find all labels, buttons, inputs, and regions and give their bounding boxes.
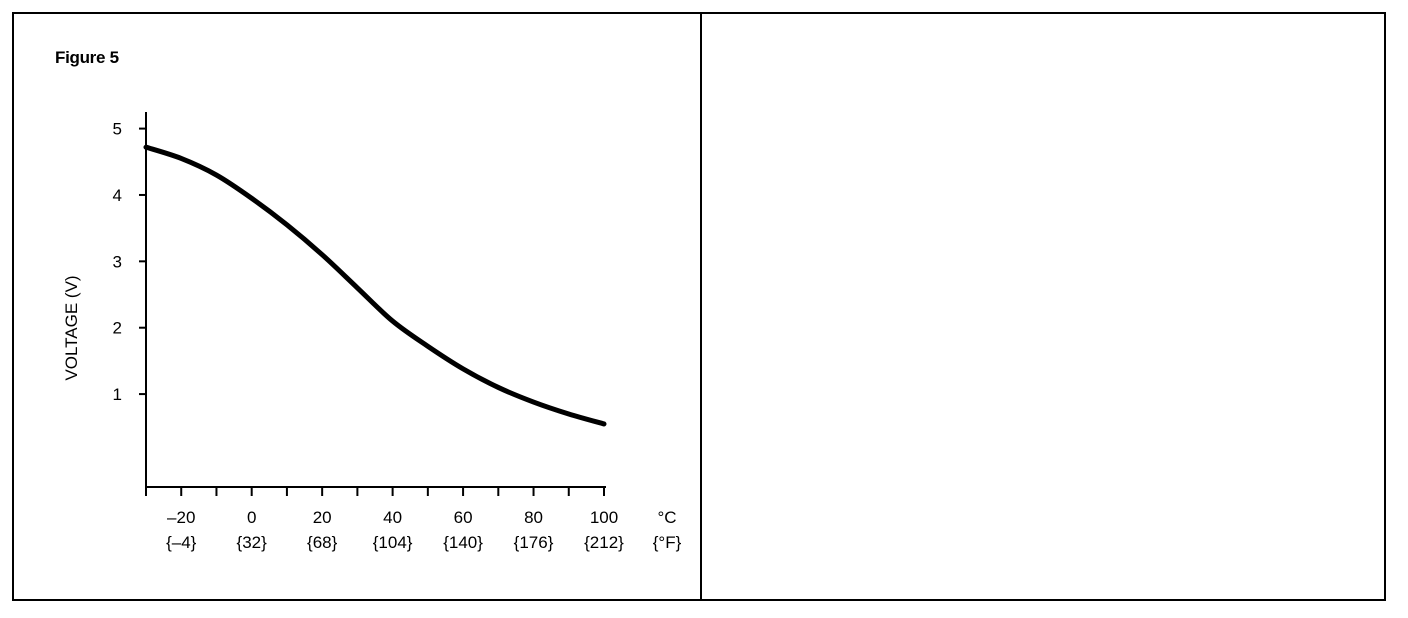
chart-axes — [139, 112, 606, 496]
x-tick-label: 0 — [247, 508, 256, 527]
y-tick-label: 1 — [113, 385, 122, 404]
x-alt-unit-label: {°F} — [653, 533, 682, 552]
x-tick-alt-label: {68} — [307, 533, 338, 552]
y-tick-label: 3 — [113, 252, 122, 271]
x-tick-alt-label: {140} — [443, 533, 483, 552]
x-tick-label: 100 — [590, 508, 618, 527]
chart-labels: 1 2 3 4 5 –20 {–4} 0 {32} 20 {68} 40 {104} 60 {140} 80 {… — [62, 120, 682, 552]
figure-frame — [12, 12, 1386, 601]
y-axis-label: VOLTAGE (V) — [62, 275, 81, 380]
y-tick-label: 5 — [113, 120, 122, 139]
x-tick-label: 40 — [383, 508, 402, 527]
x-tick-alt-label: {32} — [237, 533, 268, 552]
x-unit-label: °C — [657, 508, 676, 527]
x-tick-label: 20 — [313, 508, 332, 527]
panel-divider — [700, 12, 702, 601]
x-tick-label: 60 — [454, 508, 473, 527]
x-tick-alt-label: {212} — [584, 533, 624, 552]
x-tick-alt-label: {–4} — [166, 533, 197, 552]
y-tick-label: 4 — [113, 186, 122, 205]
figure-title: Figure 5 — [55, 48, 119, 67]
y-tick-label: 2 — [113, 319, 122, 338]
chart-marks — [143, 144, 607, 427]
x-tick-label: –20 — [167, 508, 195, 527]
x-tick-alt-label: {176} — [514, 533, 554, 552]
voltage-curve — [143, 144, 607, 427]
x-tick-alt-label: {104} — [373, 533, 413, 552]
x-tick-label: 80 — [524, 508, 543, 527]
